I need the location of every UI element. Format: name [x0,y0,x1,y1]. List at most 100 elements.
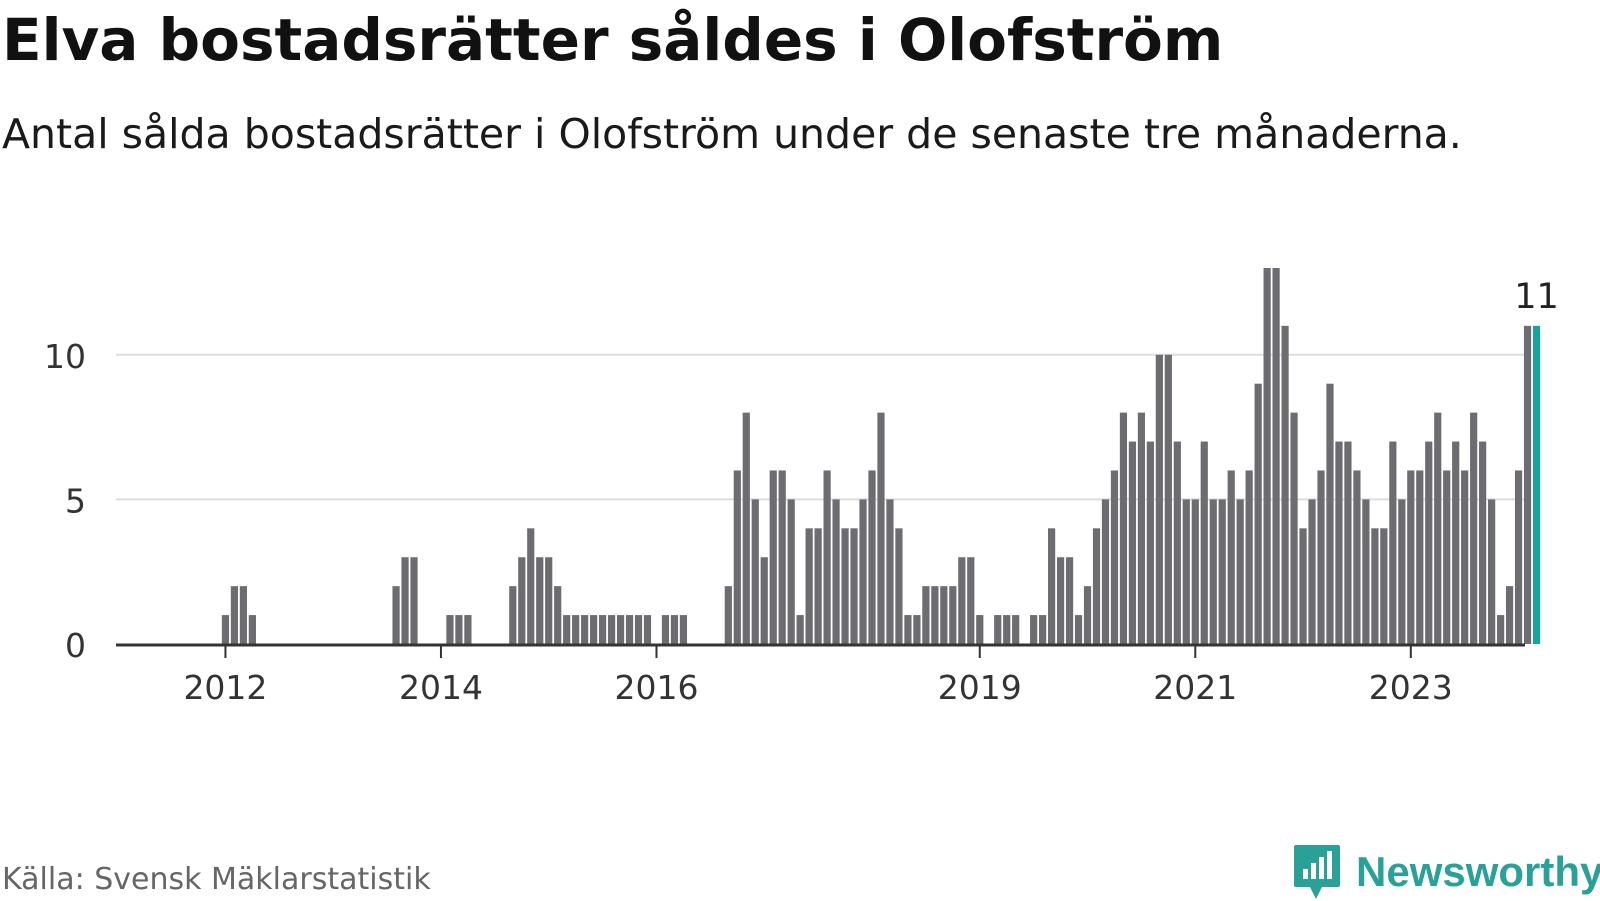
bar [509,586,517,644]
bar [832,499,840,644]
bar [248,615,256,644]
x-tick-label: 2023 [1369,668,1453,707]
bar [1308,499,1316,644]
bar [625,615,634,644]
bar [643,615,652,644]
bar [1461,470,1469,644]
bar [868,470,876,644]
bar [1344,441,1352,644]
chart-subtitle: Antal sålda bostadsrätter i Olofström un… [2,110,1462,158]
bar [850,528,858,644]
bar [1065,557,1074,644]
bar [1128,441,1137,644]
bar [1110,470,1119,644]
x-tick-label: 2012 [183,668,267,707]
brand-logo: Newsworthy [1292,843,1600,901]
bar [1182,499,1190,644]
bar [554,586,562,644]
bar [814,528,822,644]
bar [958,557,966,644]
bar [1362,499,1370,644]
bar [1488,499,1496,644]
bar [904,615,912,644]
bar [1263,268,1271,644]
bar [1497,615,1505,644]
bar [581,615,589,644]
x-tick-label: 2019 [938,668,1022,707]
bar [733,470,741,644]
bar [1245,470,1253,644]
bar [1119,412,1128,644]
bar [1434,412,1442,644]
x-tick-label: 2014 [399,668,483,707]
bar [239,586,247,644]
bar [1164,354,1172,644]
bar [1380,528,1388,644]
bar [1056,557,1065,644]
bar [455,615,463,644]
bar [599,615,607,644]
bar [1191,499,1199,644]
bar-highlight [1532,325,1541,644]
bar [805,528,813,644]
bar [607,615,616,644]
bar [1371,528,1379,644]
bar [1146,441,1154,644]
bar [976,615,984,644]
bar [1281,325,1289,644]
bar [1416,470,1424,644]
bar [724,586,732,644]
bar [1443,470,1451,644]
y-tick-label: 0 [65,626,86,665]
bar [661,615,670,644]
bar [1048,528,1056,644]
bar [410,557,418,644]
bar [895,528,903,644]
bar [931,586,939,644]
bar [1290,412,1298,644]
bar [1012,615,1020,644]
bar [1479,441,1487,644]
x-tick-label: 2021 [1153,668,1237,707]
bar [1236,499,1244,644]
bar [778,470,786,644]
bar [1074,615,1083,644]
bar [527,528,535,644]
chart-title: Elva bostadsrätter såldes i Olofström [2,6,1224,74]
bar [1039,615,1047,644]
bar [1353,470,1361,644]
bar [1317,470,1325,644]
bar [1101,499,1110,644]
bar [1425,441,1433,644]
bar [563,615,571,644]
bar [877,412,885,644]
bar [1083,586,1092,644]
bar [1137,412,1145,644]
bar [590,615,598,644]
bar [1200,441,1208,644]
bar [616,615,625,644]
bar [940,586,948,644]
bar [634,615,643,644]
bar [769,470,777,644]
bar [1092,528,1101,644]
bar [1470,412,1478,644]
bar [751,499,759,644]
bar [536,557,544,644]
bar [859,499,867,644]
bar [823,470,831,644]
bar [679,615,688,644]
bar [760,557,768,644]
bar [1335,441,1343,644]
y-tick-label: 5 [65,481,86,520]
bar [1173,441,1181,644]
brand-name: Newsworthy [1356,848,1600,895]
bar [1272,268,1280,644]
bar-chart: 0 5 10 2012 2014 2016 2019 2021 2023 11 [44,268,1559,707]
bar [1514,470,1523,644]
bar [922,586,930,644]
bar [518,557,526,644]
bar [230,586,239,644]
bar [1389,441,1397,644]
newsworthy-logo-icon [1294,845,1340,899]
